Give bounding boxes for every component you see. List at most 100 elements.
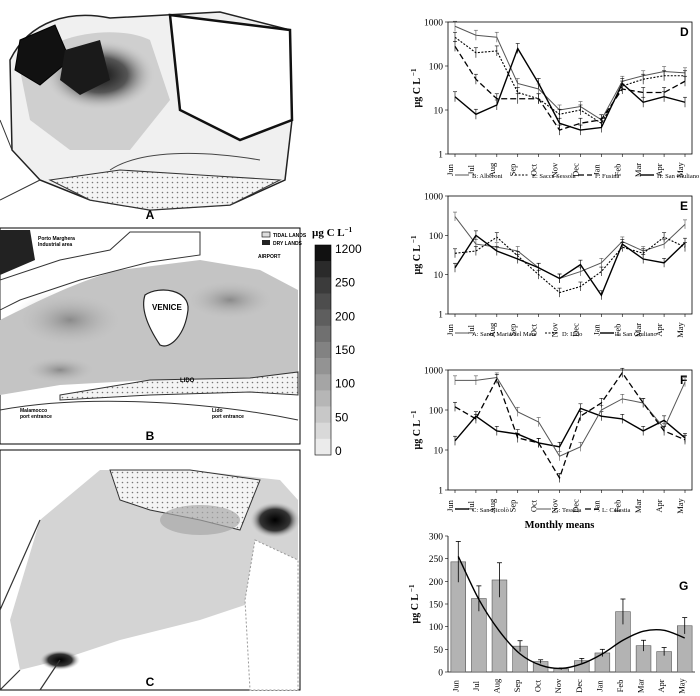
- place-airport: AIRPORT: [258, 254, 281, 260]
- legend-entry: I: San Giuliano: [617, 331, 657, 338]
- x-tick-label: May: [675, 497, 685, 513]
- x-tick-label: Jun: [450, 679, 460, 692]
- x-tick-label: Nov: [553, 678, 563, 693]
- x-tick-label: Mar: [633, 499, 643, 513]
- series-line: [454, 407, 686, 448]
- x-tick-label: Nov: [550, 162, 560, 177]
- x-tick-label: Sep: [512, 680, 522, 693]
- x-tick-label: Aug: [487, 498, 497, 513]
- colorbar-cell: [315, 277, 331, 294]
- series-line: [454, 36, 685, 125]
- y-tick-label: 1: [438, 487, 443, 497]
- chart-panel-d: 1 10 100 1000 Jun Jul Aug Sep Oct Nov Dec Jan Feb Mar…: [410, 19, 699, 181]
- series-line: [454, 45, 686, 131]
- colorbar-tick-label: 100: [335, 377, 355, 391]
- colorbar-cell: [315, 438, 331, 456]
- y-tick-label: 0: [438, 669, 443, 679]
- y-axis-label: µg C L −1: [410, 235, 423, 275]
- legend-entry: A: Santa Maria del Mare: [472, 331, 537, 338]
- x-tick-label: Jul: [466, 324, 476, 335]
- x-tick-label: Mar: [633, 323, 643, 337]
- series-line: [454, 216, 686, 280]
- colorbar-cell: [315, 341, 331, 359]
- x-tick-label: Nov: [550, 498, 560, 513]
- place-venice: VENICE: [152, 303, 182, 312]
- series-line: [454, 236, 686, 294]
- x-tick-label: Jan: [594, 680, 604, 692]
- colorbar: µg C L−1 1200 250 200 150 100 50 0: [312, 226, 362, 458]
- colorbar-tick-label: 200: [335, 309, 355, 323]
- x-tick-label: Dec: [570, 163, 580, 177]
- colorbar-tick-label: 150: [335, 343, 355, 357]
- y-tick-label: 150: [429, 601, 444, 611]
- x-tick-label: Jul: [466, 500, 476, 511]
- colorbar-tick-label: 250: [335, 276, 355, 290]
- y-tick-label: 100: [429, 232, 444, 242]
- x-tick-label: Feb: [612, 324, 622, 337]
- colorbar-frame: [314, 244, 332, 456]
- colorbar-cell: [315, 374, 331, 391]
- map-a-label: A: [146, 208, 155, 222]
- x-tick-label: Apr: [654, 323, 664, 336]
- legend-entry: G: Tessera: [554, 507, 582, 514]
- map-a: A: [0, 0, 300, 224]
- place-lido-port-entrance: port entrance: [212, 414, 244, 420]
- legend-entry: H: San Giuliano: [657, 173, 699, 180]
- x-tick-label: Feb: [615, 680, 625, 693]
- legend-tidal-lands: TIDAL LANDS: [273, 233, 307, 239]
- y-tick-label: 200: [429, 578, 444, 588]
- x-tick-label: Sep: [508, 324, 518, 337]
- x-tick-label: Jan: [591, 500, 601, 512]
- x-tick-label: Jul: [466, 164, 476, 175]
- place-industrial-area: Industrial area: [38, 242, 72, 248]
- y-tick-label: 1: [438, 151, 443, 161]
- x-tick-label: Apr: [656, 679, 666, 692]
- colorbar-cell: [315, 245, 331, 262]
- legend-entry: C: San Nicolò: [472, 507, 509, 514]
- place-malamocco-port: port entrance: [20, 414, 52, 420]
- chart-panel-f: 1 10 100 1000 Jun Jul Aug Sep Oct Nov Dec Jan Feb Mar…: [410, 367, 693, 514]
- y-tick-label: 1: [438, 311, 443, 321]
- colorbar-cell: [315, 406, 331, 423]
- y-tick-label: 10: [434, 447, 444, 457]
- x-tick-label: Apr: [654, 499, 664, 512]
- plot-frame: [447, 21, 693, 155]
- x-tick-label: Jun: [445, 163, 455, 176]
- x-tick-label: Jun: [445, 323, 455, 336]
- x-tick-label: Dec: [570, 499, 580, 513]
- legend-entry: L: Celestia: [602, 507, 630, 514]
- panel-letter: E: [680, 199, 688, 213]
- map-c-label: C: [146, 675, 155, 689]
- x-tick-label: Feb: [612, 164, 622, 177]
- y-tick-label: 10: [434, 271, 444, 281]
- y-tick-label: 1000: [424, 193, 443, 203]
- x-tick-label: Nov: [550, 322, 560, 337]
- colorbar-cell: [315, 325, 331, 343]
- x-tick-label: Apr: [654, 163, 664, 176]
- map-b-label: B: [146, 429, 155, 443]
- x-tick-label: Jul: [471, 680, 481, 691]
- x-tick-label: Aug: [491, 678, 501, 693]
- series-line: [454, 25, 686, 121]
- x-tick-label: Aug: [487, 322, 497, 337]
- colorbar-cell: [315, 261, 331, 278]
- x-tick-label: May: [675, 161, 685, 177]
- colorbar-unit-label: µg C L−1: [312, 226, 353, 239]
- place-lido: LIDO: [180, 378, 195, 384]
- x-tick-label: Oct: [529, 163, 539, 176]
- colorbar-tick-label: 0: [335, 444, 342, 458]
- x-tick-label: Jun: [445, 499, 455, 512]
- place-malamocco: Malamocco: [20, 408, 47, 414]
- chart-panel-g: Monthly means 0 50 100 150 200 250 300 µg C L −1…: [408, 520, 695, 694]
- x-tick-label: Sep: [508, 164, 518, 177]
- colorbar-cell: [315, 309, 331, 327]
- colorbar-ticks: 1200 250 200 150 100 50 0: [335, 242, 362, 458]
- legend-entry: F: Fusina: [595, 173, 619, 180]
- panel-letter: G: [679, 579, 688, 593]
- x-tick-label: Aug: [487, 162, 497, 177]
- colorbar-cell: [315, 293, 331, 310]
- y-axis-label: µg C L −1: [408, 584, 421, 624]
- trend-curve: [457, 556, 685, 670]
- series-line: [455, 376, 686, 457]
